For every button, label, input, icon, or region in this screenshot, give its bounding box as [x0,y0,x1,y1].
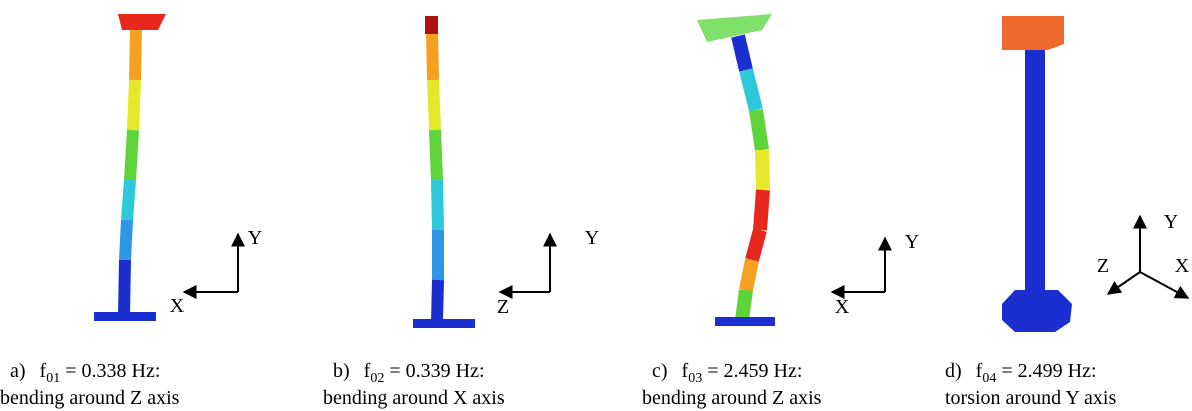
caption-line: d) f04 = 2.499 Hz: [945,360,1097,386]
column-segment [431,179,444,231]
frequency-symbol: f [364,360,371,382]
top-mass [118,14,166,30]
caption-line: a) f01 = 0.338 Hz: [10,360,160,386]
column-segment [124,129,139,181]
panel: Y Z Xd) f04 = 2.499 Hz: torsion around Y axis [945,16,1190,409]
caption-description: torsion around Y axis [945,387,1116,409]
column-segment [753,189,770,231]
base-plate [413,319,475,328]
axis-label: X [170,295,185,317]
frequency-symbol: f [682,360,689,382]
frequency-subscript: 03 [688,371,702,386]
axis-label: Y [248,227,262,249]
frequency-symbol: f [976,360,983,382]
axis-label: Y [585,227,599,249]
frequency-subscript: 01 [46,371,60,386]
axis-label: Z [1097,255,1109,277]
caption-description: bending around X axis [323,387,505,409]
column-segment [431,279,444,323]
axis-label: Y [905,231,919,253]
caption-description: bending around Z axis [0,387,180,409]
frequency-value: = 0.339 Hz: [389,360,484,382]
column-segment [127,79,141,131]
axis-label: X [835,296,850,318]
frequency-subscript: 02 [370,371,384,386]
panel: Y Zb) f02 = 0.339 Hz: bending around X axis [323,16,599,409]
panel: Y Xa) f01 = 0.338 Hz: bending around Z axis [0,14,262,409]
column-segment [119,219,133,261]
column-segment [755,149,770,191]
column-segment [745,228,767,262]
caption-label: c) [652,360,668,382]
axis-arrow [1106,271,1141,295]
column-segment [121,179,136,221]
caption-label: a) [10,360,26,382]
caption-description: bending around Z axis [642,387,822,409]
caption-line: b) f02 = 0.339 Hz: [333,360,485,386]
axis-label: Y [1164,211,1178,233]
column-segment [739,258,759,292]
column-segment [427,79,441,131]
base-plate [1002,290,1072,332]
column-segment [749,108,769,152]
column-segment [739,68,763,112]
frequency-value: = 2.499 Hz: [1001,360,1096,382]
top-mass [697,14,772,42]
frequency-symbol: f [40,360,47,382]
axis-arrow [1139,271,1190,299]
caption-label: d) [945,360,962,382]
column-segment [118,259,131,316]
frequency-subscript: 04 [982,371,996,386]
caption-line: c) f03 = 2.459 Hz: [652,360,802,386]
column-segment [129,29,142,81]
column-segment [731,34,753,72]
column-segment [735,289,753,321]
top-mass [425,16,438,34]
top-mass [1002,16,1064,50]
base-plate [94,312,156,321]
axis-label: X [1175,255,1190,277]
frequency-value: = 0.338 Hz: [65,360,160,382]
column-segment [429,129,443,181]
axis-label: Z [497,296,509,318]
base-plate [715,317,775,326]
caption-label: b) [333,360,350,382]
panel: Y Xc) f03 = 2.459 Hz: bending around Z axis [642,14,919,409]
column-segment [426,31,439,81]
frequency-value: = 2.459 Hz: [707,360,802,382]
